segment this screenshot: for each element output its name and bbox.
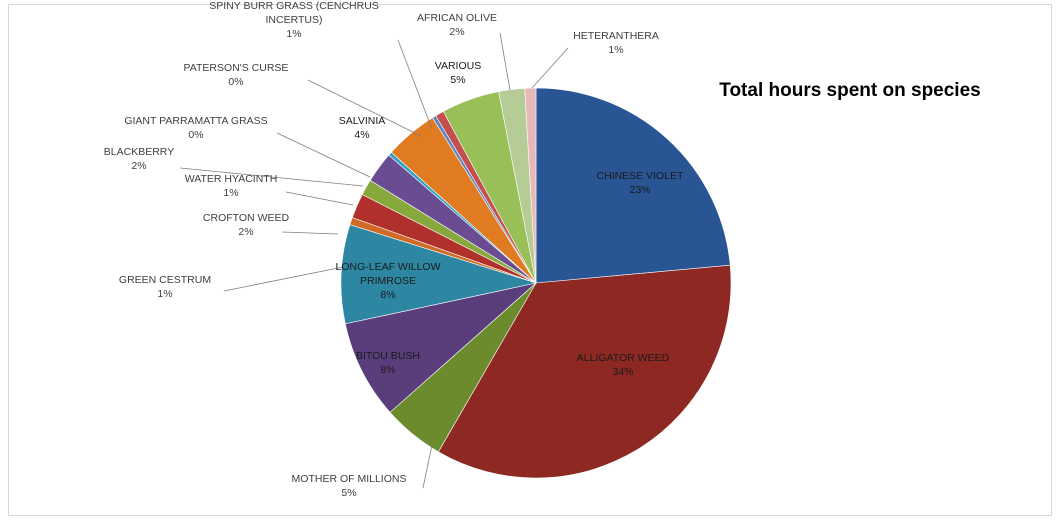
leader-line [281, 231, 339, 235]
leader-line [499, 32, 511, 91]
leader-line [276, 132, 371, 178]
leader-line [179, 167, 364, 187]
slice-labels: CHINESE VIOLET 23% ALLIGATOR WEED 34% MOTHER… [104, 0, 684, 499]
pie-slice-heteranthera [524, 87, 537, 284]
slice-label: VARIOUS 5% [435, 60, 481, 86]
leader-line [223, 266, 344, 292]
leader-line [422, 444, 433, 489]
slice-label: HETERANTHERA 1% [573, 30, 659, 56]
leader-line [531, 47, 569, 89]
slice-label: WATER HYACINTH 1% [185, 173, 278, 199]
leader-line [307, 79, 422, 137]
slice-label: CHINESE VIOLET 23% [597, 170, 685, 196]
pie-slice-bitou-bush [344, 282, 538, 413]
slice-label: SALVINIA 4% [339, 115, 386, 141]
slice-label: ALLIGATOR WEED 34% [577, 352, 670, 378]
pie-slice-chinese-violet [535, 87, 731, 284]
slice-label: GREEN CESTRUM 1% [119, 274, 211, 300]
pie-slice-alligator-weed [437, 264, 732, 479]
slice-label: SPINY BURR GRASS (CENCHRUS INCERTUS) 1% [209, 0, 379, 40]
pie-slice-long-leaf-willow-primrose [340, 224, 538, 325]
slice-label: MOTHER OF MILLIONS 5% [292, 473, 407, 499]
slice-label: PATERSON'S CURSE 0% [184, 62, 289, 88]
slice-label: BLACKBERRY 2% [104, 146, 174, 172]
slice-label: AFRICAN OLIVE 2% [417, 12, 497, 38]
slice-label: CROFTON WEED 2% [203, 212, 290, 238]
slice-label: BITOU BUSH 8% [356, 350, 420, 376]
slice-label: LONG-LEAF WILLOW PRIMROSE 8% [335, 261, 440, 301]
leader-line [397, 39, 433, 130]
slice-label: GIANT PARRAMATTA GRASS 0% [124, 115, 267, 141]
leader-lines [179, 32, 569, 489]
chart-title: Total hours spent on species [719, 80, 980, 101]
leader-line [285, 191, 354, 206]
pie-slices [340, 87, 732, 479]
